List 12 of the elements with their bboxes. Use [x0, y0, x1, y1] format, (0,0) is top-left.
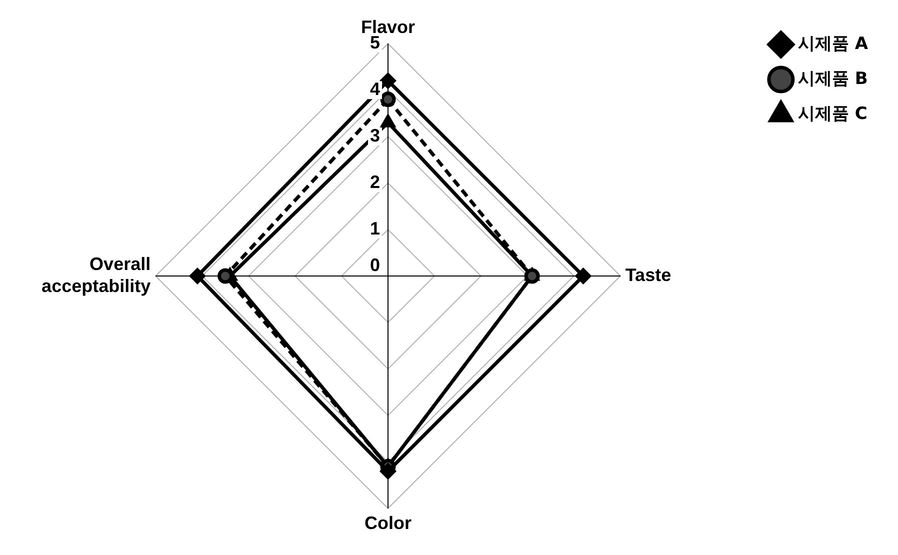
spoke-label: Taste — [625, 264, 672, 285]
y-tick-label: 5 — [370, 32, 380, 53]
y-tick-label: 1 — [370, 218, 380, 238]
legend-label: 시제품 B — [798, 68, 868, 89]
spoke-label: Overall acceptability — [42, 254, 151, 296]
y-tick-label: 4 — [370, 79, 380, 100]
legend-label: 시제품 A — [798, 34, 869, 54]
y-tick-label: 2 — [370, 172, 380, 192]
y-tick-label: 3 — [370, 126, 380, 146]
legend-label: 시제품 C — [798, 104, 868, 124]
y-tick-label: 0 — [370, 254, 380, 275]
spoke-label: Color — [364, 513, 412, 534]
